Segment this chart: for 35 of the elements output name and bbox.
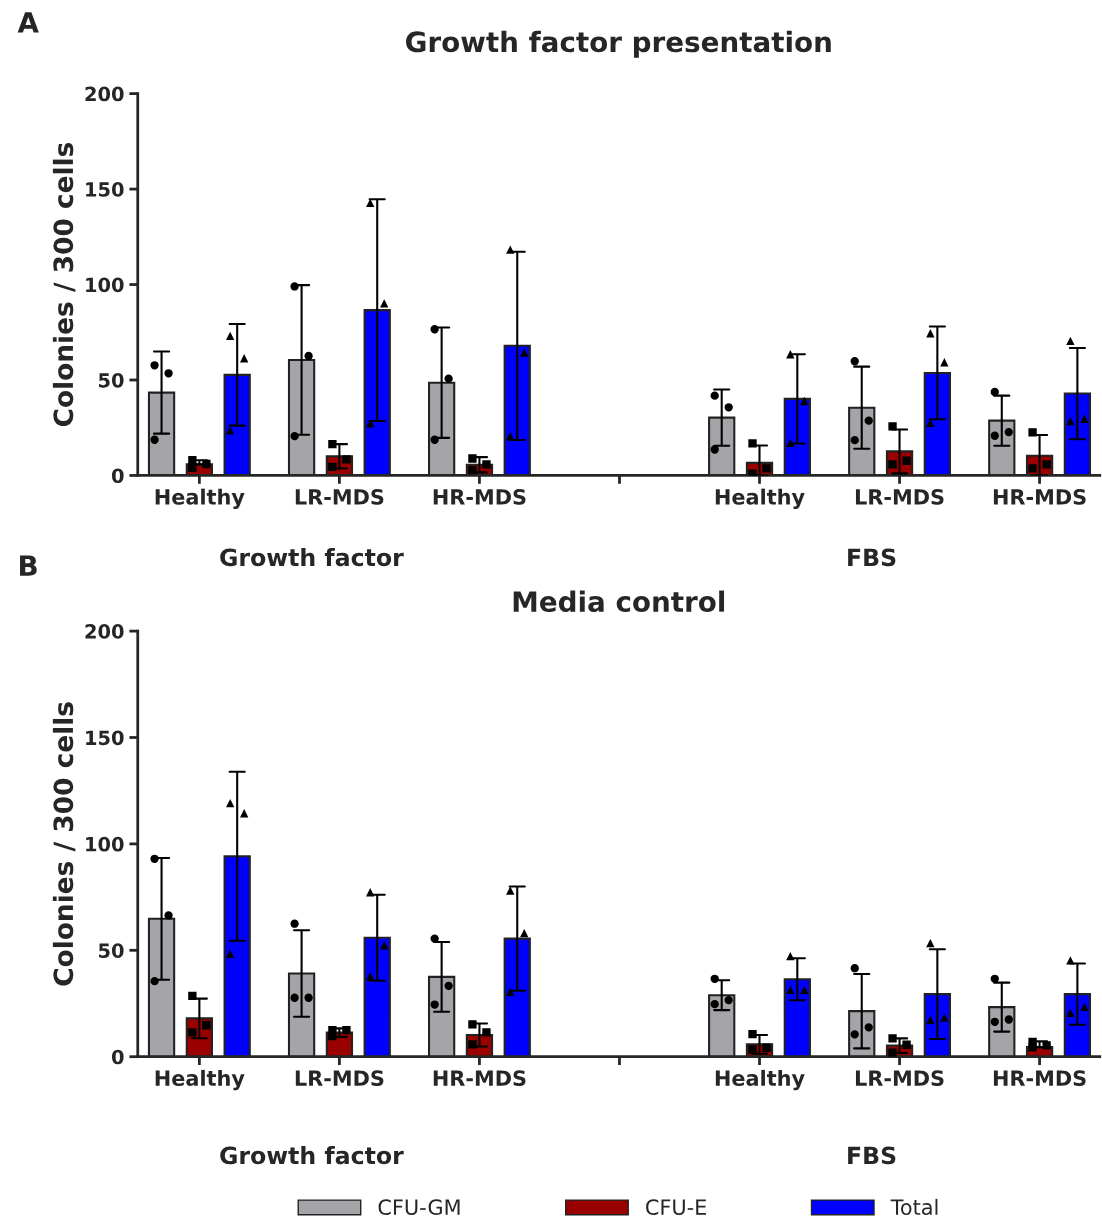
y-axis-title: Colonies / 300 cells (52, 142, 76, 427)
legend-label: CFU-E (646, 1199, 707, 1215)
text: Growth factor (220, 548, 404, 567)
y-axis-title: Colonies / 300 cells (52, 702, 76, 986)
x-tick-label: Healthy (155, 488, 245, 509)
y-tick-label: 50 (99, 943, 124, 958)
x-tick-label: HR-MDS (433, 1070, 526, 1087)
x-tick-label: LR-MDS (295, 1070, 384, 1087)
x-tick-label: Healthy (155, 1069, 245, 1091)
y-tick-label: 200 (85, 86, 124, 102)
y-tick-label: 150 (86, 730, 124, 746)
y-tick-label: 100 (86, 836, 124, 852)
text: B (20, 555, 37, 576)
x-tick-label: LR-MDS (295, 489, 384, 505)
legend-label: Total (890, 1198, 938, 1215)
text: A (17, 12, 39, 33)
x-tick-label: Healthy (715, 488, 805, 509)
y-tick-label: 0 (111, 1049, 124, 1065)
legend-label: CFU-GM (378, 1199, 460, 1215)
text: FBS (848, 548, 896, 567)
y-tick-label: 0 (111, 468, 124, 484)
x-tick-label: HR-MDS (993, 1070, 1086, 1087)
text: FBS (848, 1146, 896, 1165)
x-tick-label: LR-MDS (855, 1070, 944, 1087)
chart-title: Growth factor presentation (406, 30, 831, 58)
x-tick-label: LR-MDS (855, 489, 944, 505)
text: Growth factor (220, 1146, 404, 1165)
y-tick-label: 100 (86, 277, 124, 293)
x-tick-label: HR-MDS (433, 489, 526, 505)
y-tick-label: 150 (86, 182, 124, 197)
y-tick-label: 200 (85, 624, 124, 639)
y-tick-label: 50 (99, 372, 124, 388)
x-tick-label: HR-MDS (993, 489, 1086, 505)
chart-title: Media control (513, 590, 725, 613)
x-tick-label: Healthy (715, 1069, 805, 1091)
